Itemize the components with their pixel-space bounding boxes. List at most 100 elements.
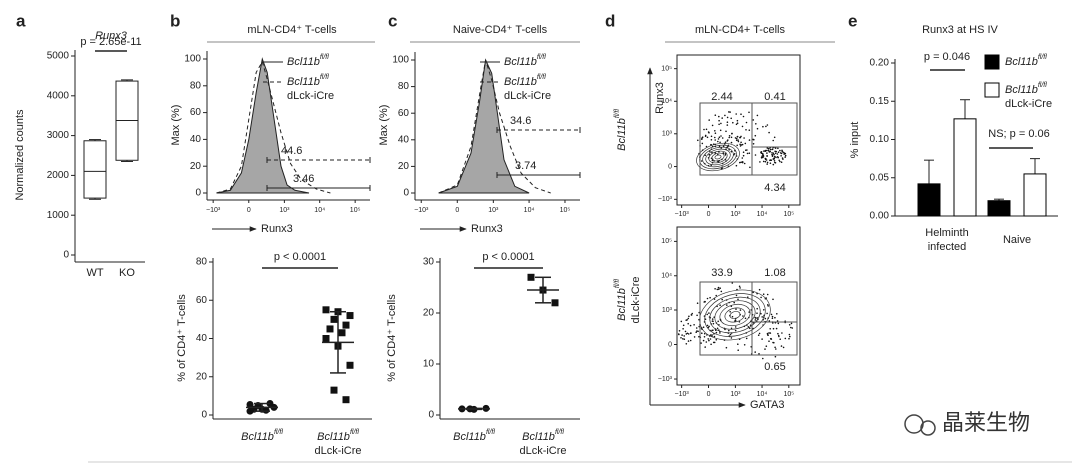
event-dot	[713, 298, 716, 300]
y-tick-label: 10⁵	[661, 66, 672, 73]
event-dot	[726, 304, 728, 306]
event-dot	[768, 131, 770, 134]
y-tick-label: 10³	[662, 131, 673, 138]
event-dot	[706, 324, 709, 327]
event-dot	[772, 163, 775, 166]
x-tick-label: 10⁵	[350, 207, 361, 214]
event-dot	[747, 326, 750, 328]
driver: dLck-iCre	[519, 445, 566, 457]
histogram	[438, 58, 530, 194]
event-dot	[709, 338, 712, 340]
event-dot	[731, 315, 734, 318]
y-axis-label: % of CD4⁺ T-cells	[386, 294, 398, 382]
event-dot	[693, 336, 696, 338]
driver: dLck-iCre	[630, 276, 642, 323]
event-dot	[745, 149, 747, 151]
event-dot	[775, 327, 778, 330]
p-value: p < 0.0001	[482, 251, 534, 263]
x-tick-label: 0	[247, 207, 251, 214]
contour	[714, 300, 756, 330]
point	[527, 273, 535, 281]
y-tick-label: 80	[196, 257, 208, 268]
event-dot	[764, 348, 766, 350]
event-dot	[771, 317, 774, 320]
event-dot	[737, 139, 739, 141]
event-dot	[772, 322, 774, 324]
event-dot	[780, 345, 783, 347]
event-dot	[730, 327, 733, 330]
event-dot	[749, 166, 751, 169]
event-dot	[726, 124, 729, 126]
event-dot	[681, 334, 683, 336]
event-dot	[734, 137, 737, 139]
event-dot	[769, 328, 771, 330]
event-dot	[727, 139, 729, 141]
event-dot	[735, 123, 738, 126]
panel-letter: d	[605, 11, 615, 30]
event-dot	[721, 298, 723, 301]
event-dot	[752, 291, 754, 294]
event-dot	[735, 164, 738, 167]
y-tick-label: 2000	[47, 170, 70, 181]
x-tick-label: KO	[119, 267, 135, 279]
event-dot	[708, 119, 710, 121]
contour	[719, 303, 751, 327]
y-axis-label: % of CD4⁺ T-cells	[176, 294, 188, 382]
event-dot	[771, 315, 774, 318]
event-dot	[726, 121, 729, 123]
x-tick-label: 0	[707, 391, 711, 398]
chart-title: Naive-CD4⁺ T-cells	[453, 24, 548, 36]
event-dot	[790, 322, 793, 325]
event-dot	[703, 336, 706, 338]
event-dot	[768, 340, 770, 343]
event-dot	[762, 293, 765, 296]
event-dot	[712, 322, 715, 325]
event-dot	[743, 137, 745, 139]
gene-name: Bcl11b	[504, 76, 537, 88]
event-dot	[732, 121, 734, 124]
event-dot	[737, 298, 739, 301]
point	[322, 335, 330, 342]
gene-name: Bcl11b	[1005, 56, 1038, 68]
event-dot	[790, 326, 792, 329]
event-dot	[718, 145, 721, 147]
event-dot	[736, 144, 738, 147]
gene-name: Bcl11b	[616, 288, 628, 321]
event-dot	[772, 152, 775, 154]
event-dot	[758, 353, 760, 355]
event-dot	[700, 342, 702, 344]
genotype-label: Bcl11bfl/fl	[1005, 54, 1047, 68]
event-dot	[766, 147, 769, 149]
event-dot	[766, 155, 768, 157]
event-dot	[705, 341, 708, 343]
y-tick-label: 0.15	[870, 96, 890, 107]
x-axis-label: Runx3	[471, 223, 503, 235]
gene-name: Bcl11b	[453, 431, 486, 443]
event-dot	[686, 319, 688, 321]
event-dot	[767, 305, 769, 307]
event-dot	[781, 150, 783, 152]
event-dot	[754, 154, 757, 156]
event-dot	[756, 317, 759, 319]
y-axis-label: Max (%)	[378, 105, 390, 146]
event-dot	[689, 339, 692, 342]
gene-name: Bcl11b	[241, 431, 274, 443]
genotype-label: Bcl11bfl/fl dLck-iCre	[314, 429, 361, 457]
event-dot	[759, 161, 761, 163]
p-value: p = 2.65e-11	[80, 36, 141, 48]
event-dot	[776, 313, 778, 315]
event-dot	[683, 335, 685, 337]
event-dot	[768, 151, 771, 153]
event-dot	[769, 332, 772, 334]
event-dot	[680, 320, 683, 323]
y-tick-label: 0	[668, 163, 672, 170]
event-dot	[782, 158, 784, 160]
p-value: NS; p = 0.06	[988, 128, 1049, 140]
event-dot	[752, 138, 754, 141]
event-dot	[702, 326, 705, 329]
y-tick-label: 0	[201, 410, 207, 421]
quadrant-gate	[699, 281, 798, 356]
event-dot	[711, 318, 714, 320]
event-dot	[718, 136, 721, 138]
